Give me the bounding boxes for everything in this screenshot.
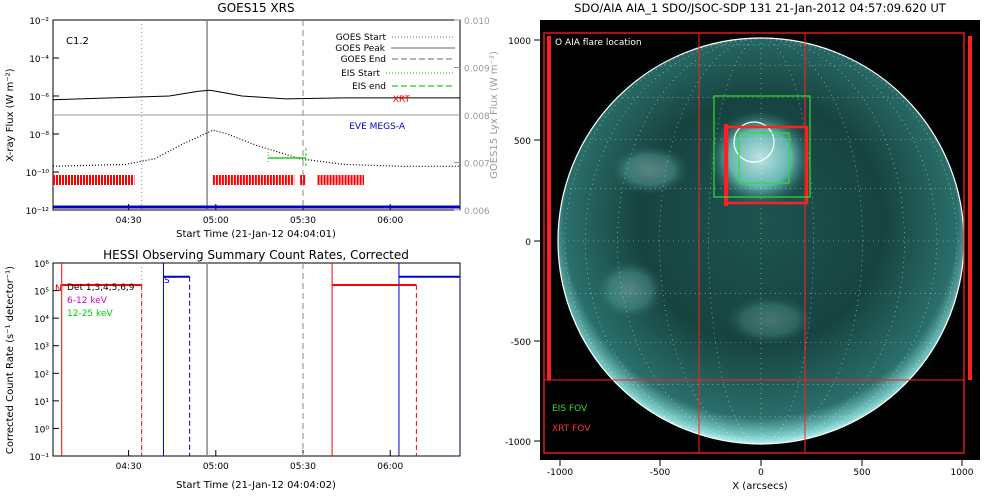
goes-x-tick-label: 04:30 — [116, 216, 142, 226]
goes-y-tick-label: 10⁻¹² — [26, 207, 50, 217]
goes-x-tick-label: 06:00 — [377, 216, 403, 226]
longitude-line — [617, 37, 762, 445]
goes-y-tick-label: 10⁻¹⁰ — [26, 169, 50, 179]
aia-x-axis-label: X (arcsecs) — [732, 481, 788, 492]
hessi-x-tick-label: 06:00 — [377, 462, 403, 472]
hessi-x-tick-label: 05:30 — [290, 462, 316, 472]
hessi-x-axis-label: Start Time (21-Jan-12 04:04:02) — [176, 480, 336, 491]
xrt-fov-edge-left — [547, 36, 551, 380]
active-region-southeast — [595, 260, 665, 320]
aia-y-tick-label: 0 — [525, 238, 531, 248]
hessi-legend-label: 6-12 keV — [67, 296, 108, 306]
goes-x-tick-label: 05:00 — [203, 216, 229, 226]
longitude-line — [564, 37, 762, 445]
flare-class-label: C1.2 — [66, 36, 89, 47]
goes-title: GOES15 XRS — [217, 1, 294, 15]
longitude-line — [760, 37, 958, 445]
aia-y-tick-label: -1000 — [505, 438, 531, 448]
goes-y-tick-label: 10⁻⁶ — [29, 93, 49, 103]
solar-disk — [558, 38, 964, 444]
goes-legend-label: GOES Peak — [335, 44, 385, 54]
goes-y-axis-label: X-ray Flux (W m⁻²) — [5, 68, 16, 161]
goes-y2-tick-label: 0.007 — [464, 160, 490, 170]
aia-y-ticks: 1000 500 0 -500 -1000 — [505, 37, 540, 448]
aia-x-ticks: -1000 -500 0 500 1000 — [547, 460, 974, 478]
longitude-line — [760, 37, 814, 445]
aia-x-tick-label: 1000 — [951, 468, 974, 478]
goes-y-tick-label: 10⁻⁸ — [29, 131, 49, 141]
goes-x-axis-label: Start Time (21-Jan-12 04:04:01) — [176, 229, 336, 240]
goes-short-series — [53, 129, 460, 167]
goes-legend-label: EVE MEGS-A — [349, 122, 406, 132]
goes-legend-label: EIS Start — [341, 69, 380, 79]
goes-y2-tick-label: 0.010 — [464, 17, 490, 27]
longitude-line — [708, 37, 762, 445]
eis-fov-label: EIS FOV — [552, 404, 588, 414]
goes-legend-label: GOES End — [341, 55, 386, 65]
hessi-legend-label: 12-25 keV — [67, 309, 113, 319]
hessi-y-axis-label: Corrected Count Rate (s⁻¹ detector⁻¹) — [5, 266, 16, 454]
hessi-x-tick-label: 05:00 — [203, 462, 229, 472]
aia-y-tick-label: 500 — [514, 137, 531, 147]
hessi-y-tick-label: 10² — [34, 370, 49, 380]
aia-x-tick-label: 500 — [853, 468, 870, 478]
aia-x-tick-label: -500 — [650, 468, 671, 478]
goes-data-marks — [53, 20, 460, 210]
xrt-fov-small-edge — [724, 124, 728, 206]
goes-y2-axis-label: GOES15 Lyx Flux (W m⁻²) — [489, 51, 500, 179]
goes-y-ticks-right: 0.010 0.009 0.008 0.007 0.006 — [454, 17, 490, 217]
hessi-marker-s: S — [164, 276, 170, 286]
hessi-x-tick-label: 04:30 — [116, 462, 142, 472]
aia-panel: SDO/AIA AIA_1 SDO/JSOC-SDP 131 21-Jan-20… — [505, 1, 980, 492]
hessi-y-tick-label: 10⁶ — [34, 260, 49, 270]
hessi-x-ticks: 04:30 05:00 05:30 06:00 — [116, 450, 403, 472]
goes-legend-label: EIS end — [352, 82, 386, 92]
goes-y-ticks-left: 10⁻² 10⁻⁴ 10⁻⁶ 10⁻⁸ 10⁻¹⁰ 10⁻¹² — [26, 17, 59, 217]
aia-x-tick-label: -1000 — [547, 468, 573, 478]
longitude-line — [760, 37, 863, 445]
xrt-fov-edge-right — [968, 36, 972, 380]
hessi-y-tick-label: 10⁻¹ — [29, 453, 49, 463]
longitude-line — [659, 37, 762, 445]
goes-y2-tick-label: 0.008 — [464, 112, 490, 122]
eis-fov-inner — [738, 132, 790, 184]
aia-title: SDO/AIA AIA_1 SDO/JSOC-SDP 131 21-Jan-20… — [574, 1, 947, 15]
goes-legend-label: GOES Start — [336, 33, 387, 43]
active-region-south — [725, 295, 815, 345]
active-region-bright — [708, 110, 812, 206]
goes-panel: GOES15 XRS 10⁻² 10⁻⁴ 10⁻⁶ 10⁻⁸ 10⁻¹⁰ 10⁻¹² 0.… — [5, 1, 500, 240]
xrt-fov-large — [543, 32, 965, 454]
goes-x-tick-label: 05:30 — [290, 216, 316, 226]
goes-y-tick-label: 10⁻⁴ — [29, 55, 49, 65]
heliographic-grid — [558, 37, 964, 445]
aia-x-tick-label: 0 — [758, 468, 764, 478]
hessi-y-tick-label: 10¹ — [34, 398, 49, 408]
goes-y-tick-label: 10⁻² — [29, 17, 49, 27]
active-region-east — [610, 145, 690, 195]
hessi-legend-label: Det 1,3,4,5,6,9 — [67, 283, 135, 293]
hessi-data-marks — [61, 263, 460, 456]
goes-y2-tick-label: 0.009 — [464, 65, 490, 75]
hessi-marker-n: N — [55, 284, 62, 294]
hessi-y-tick-label: 10⁵ — [34, 288, 49, 298]
goes-long-series — [53, 89, 460, 101]
aia-flare-location-marker — [733, 121, 775, 163]
goes-legend-label: XRT — [393, 95, 411, 105]
hessi-y-tick-label: 10³ — [34, 343, 49, 353]
aia-y-tick-label: -500 — [511, 338, 532, 348]
eis-fov-outer — [713, 95, 811, 198]
hessi-legend: Det 1,3,4,5,6,9 6-12 keV 12-25 keV — [67, 283, 135, 319]
aia-flare-location-label: O AIA flare location — [555, 38, 642, 48]
hessi-panel: HESSI Observing Summary Count Rates, Cor… — [5, 248, 461, 491]
goes-y2-tick-label: 0.006 — [464, 207, 490, 217]
hessi-y-tick-label: 10⁴ — [34, 315, 49, 325]
aia-y-tick-label: 1000 — [508, 37, 531, 47]
hessi-y-tick-label: 10⁰ — [34, 425, 49, 435]
hessi-y-ticks: 10⁶ 10⁵ 10⁴ 10³ 10² 10¹ 10⁰ 10⁻¹ — [29, 260, 59, 463]
xrt-fov-label: XRT FOV — [552, 424, 591, 434]
longitude-line — [760, 37, 905, 445]
hessi-title: HESSI Observing Summary Count Rates, Cor… — [103, 248, 409, 262]
